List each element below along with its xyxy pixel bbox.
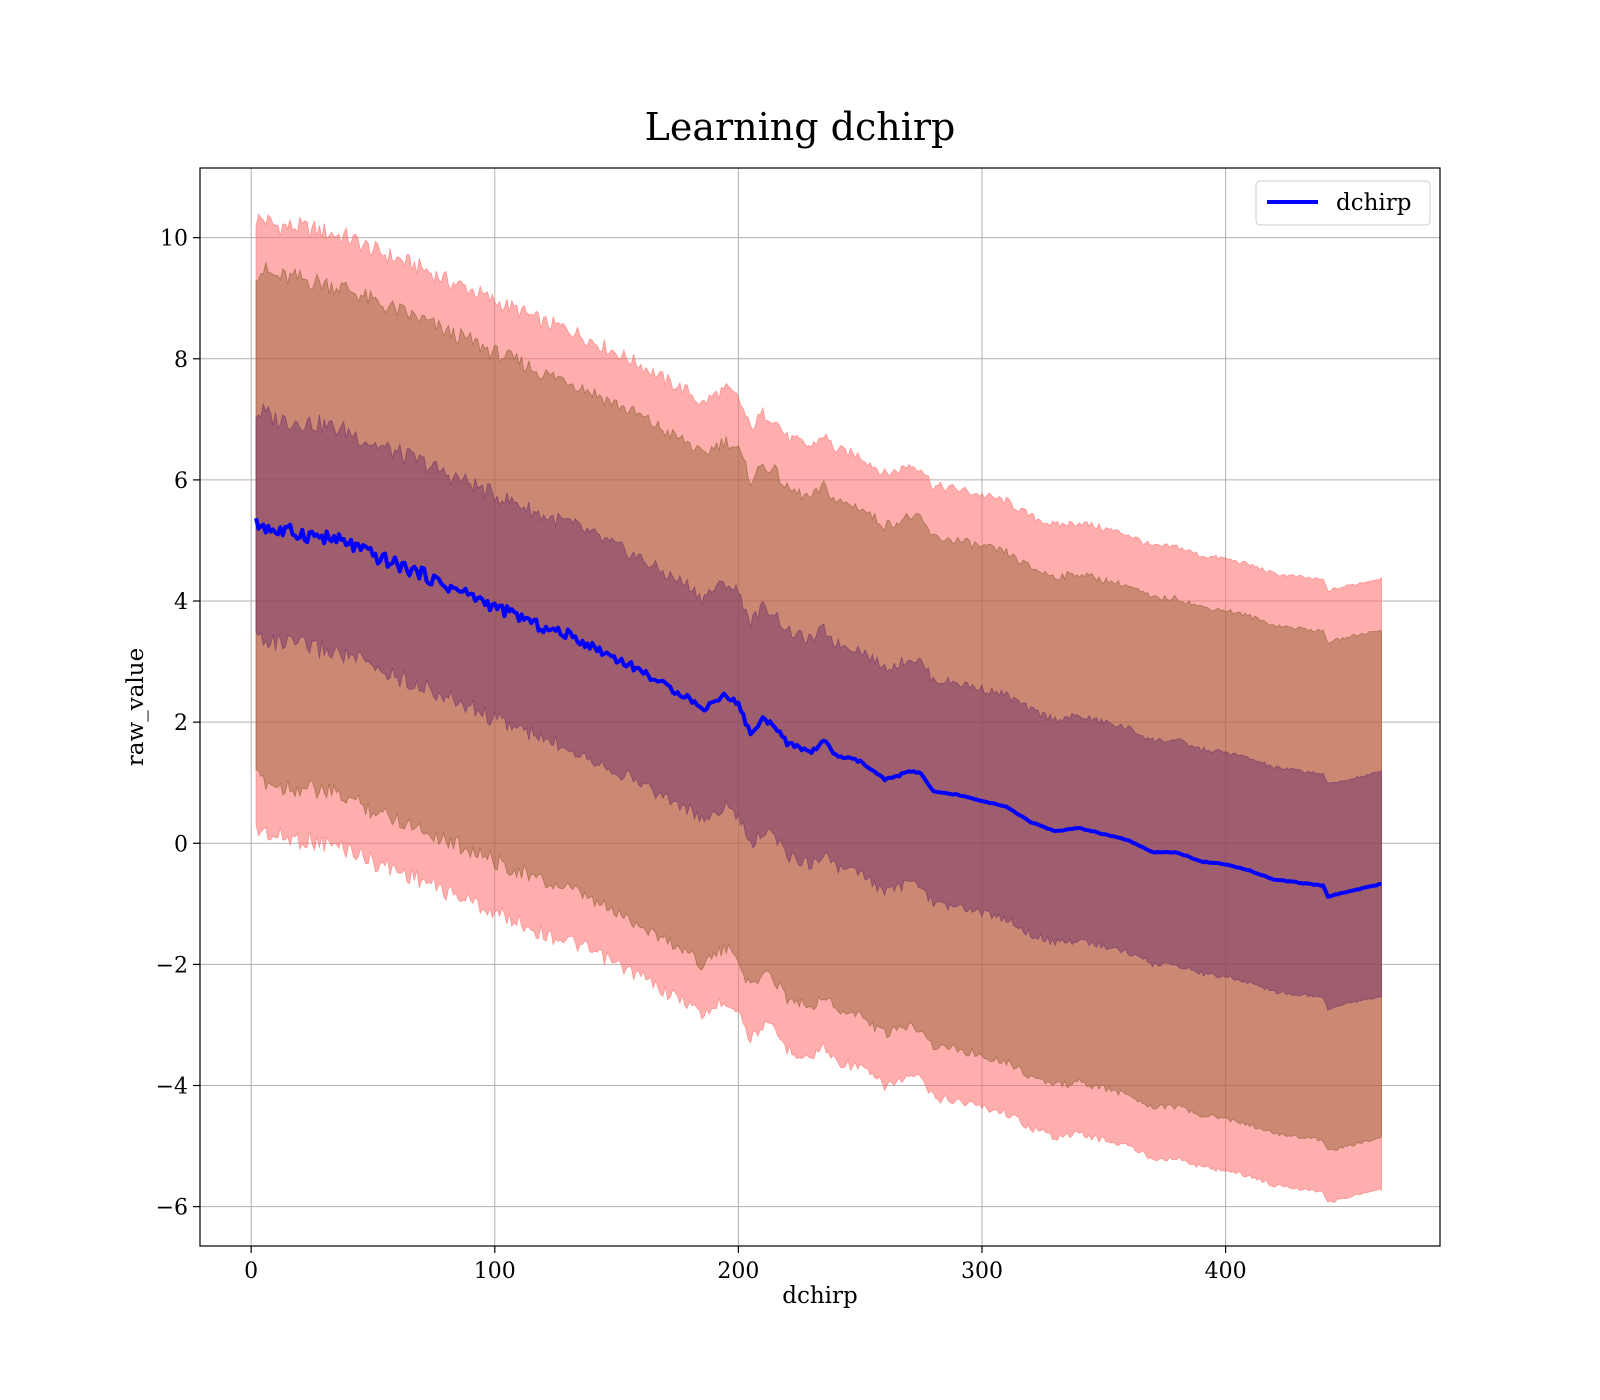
chart-title: Learning dchirp: [645, 105, 956, 149]
band-inner: [255, 402, 1382, 1011]
band-outer: [255, 213, 1382, 1203]
y-tick-label: −6: [156, 1196, 188, 1221]
y-axis-ticks: −6 −4 −2 0 2 4 6 8 10: [156, 227, 200, 1221]
series-line-dchirp: [254, 517, 1382, 899]
band-middle: [255, 262, 1382, 1151]
legend: dchirp: [1255, 180, 1431, 226]
y-tick-label: 2: [174, 711, 188, 736]
x-tick-label: 100: [474, 1259, 516, 1284]
x-axis-ticks: 0 100 200 300 400: [244, 1246, 1247, 1284]
y-tick-label: 10: [160, 227, 188, 252]
x-tick-label: 400: [1205, 1259, 1247, 1284]
x-axis-title: dchirp: [782, 1283, 858, 1309]
confidence-bands: [255, 213, 1382, 1203]
series-lines: [254, 517, 1382, 899]
x-tick-label: 300: [961, 1259, 1003, 1284]
y-tick-label: 8: [174, 348, 188, 373]
x-tick-label: 200: [717, 1259, 759, 1284]
y-tick-label: −4: [156, 1075, 188, 1100]
y-tick-label: 6: [174, 469, 188, 494]
y-axis-title: raw_value: [123, 648, 149, 766]
legend-box: [1255, 180, 1431, 226]
legend-label-dchirp: dchirp: [1336, 190, 1412, 216]
y-tick-label: 4: [174, 590, 188, 615]
y-tick-label: 0: [174, 832, 188, 857]
y-tick-label: −2: [156, 953, 188, 978]
x-tick-label: 0: [244, 1259, 258, 1284]
plot-frame: [199, 167, 1441, 1247]
